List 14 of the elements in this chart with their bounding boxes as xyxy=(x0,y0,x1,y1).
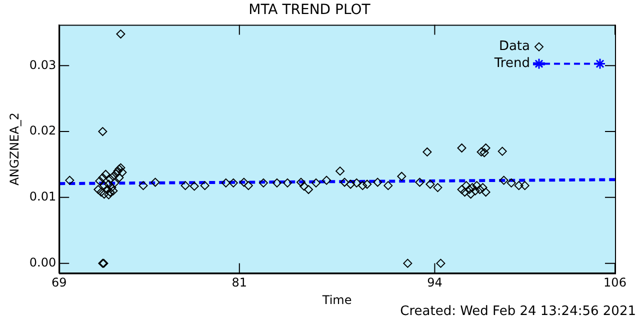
x-axis-title: Time xyxy=(321,292,352,307)
legend-label: Data xyxy=(498,39,530,54)
x-tick-label: 81 xyxy=(232,276,248,290)
y-axis-title: ANGZNEA_2 xyxy=(7,112,22,186)
chart-title: MTA TREND PLOT xyxy=(248,2,371,18)
y-tick-label: 0.02 xyxy=(29,124,56,138)
x-tick-label: 106 xyxy=(604,276,626,290)
y-tick-label: 0.01 xyxy=(29,190,56,204)
legend-label: Trend xyxy=(493,56,530,72)
x-tick-label: 69 xyxy=(51,276,67,290)
x-tick-label: 94 xyxy=(427,276,442,290)
y-tick-label: 0.03 xyxy=(29,58,56,72)
text: Created: Wed Feb 24 13:24:56 2021 xyxy=(400,304,636,319)
y-tick-label: 0.00 xyxy=(29,255,56,270)
